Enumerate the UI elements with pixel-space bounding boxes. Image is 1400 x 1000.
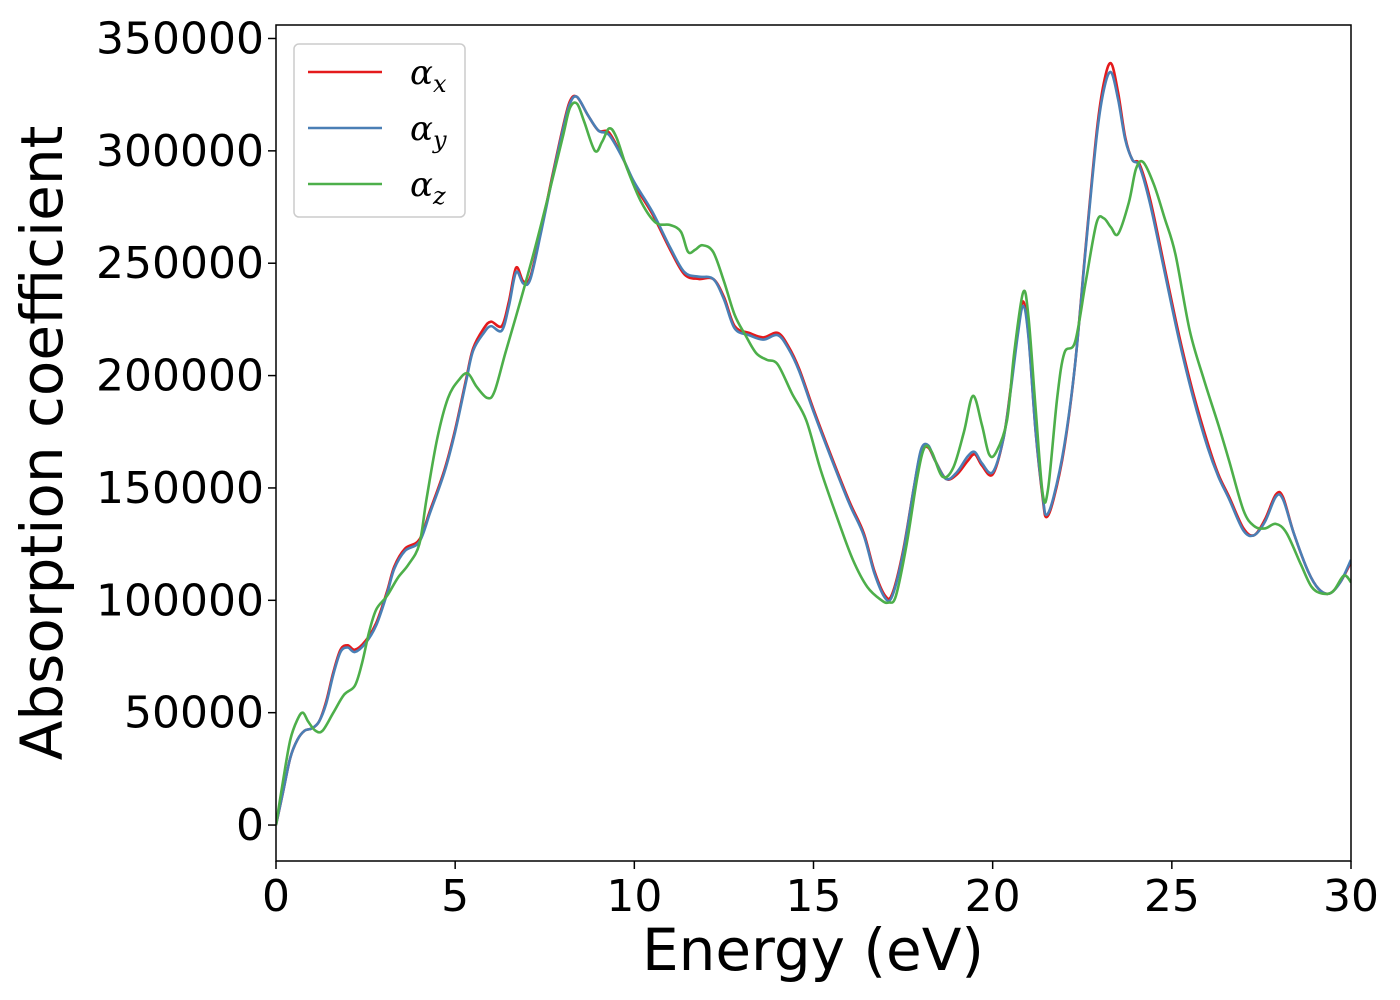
legend-label-z: αz — [410, 165, 446, 210]
series-line-y — [276, 70, 1351, 826]
y-tick-label: 300000 — [96, 126, 264, 177]
x-tick-label: 5 — [441, 871, 469, 922]
y-tick-label: 150000 — [96, 463, 264, 514]
legend-frame — [293, 43, 466, 218]
y-axis-title: Absorption coefficient — [8, 126, 76, 761]
x-tick-label: 30 — [1323, 871, 1379, 922]
legend-label-x: αx — [410, 53, 447, 98]
y-tick-label: 250000 — [96, 238, 264, 289]
y-tick-label: 200000 — [96, 351, 264, 402]
legend-entries: αx αy αz — [308, 53, 447, 210]
x-axis-ticks: 0 5 10 15 20 25 30 — [262, 861, 1379, 922]
series-group — [276, 61, 1351, 826]
legend: αx αy αz — [293, 43, 466, 218]
y-tick-label: 50000 — [124, 688, 264, 739]
x-tick-label: 15 — [786, 871, 842, 922]
x-tick-label: 10 — [606, 871, 662, 922]
x-axis-title: Energy (eV) — [642, 916, 984, 984]
x-tick-label: 0 — [262, 871, 290, 922]
series-line-z — [276, 101, 1351, 826]
x-tick-label: 20 — [965, 871, 1021, 922]
y-axis-ticks: 0 50000 100000 150000 200000 250000 300000 3500… — [96, 13, 276, 851]
y-tick-label: 100000 — [96, 575, 264, 626]
legend-label-y: αy — [410, 109, 447, 154]
x-tick-label: 25 — [1144, 871, 1200, 922]
y-tick-label: 0 — [236, 800, 264, 851]
y-tick-label: 350000 — [96, 13, 264, 64]
